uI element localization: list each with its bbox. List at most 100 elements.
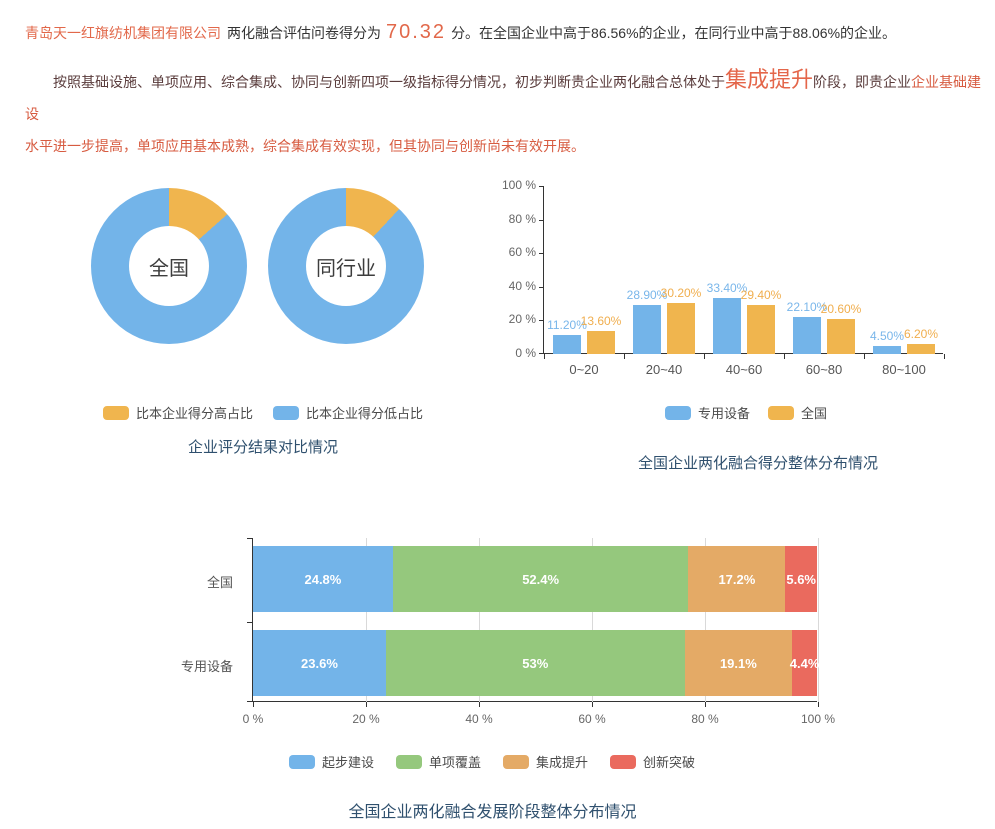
segment-集成提升[interactable]: 17.2% (688, 546, 786, 612)
donut-label-industry: 同行业 (316, 257, 376, 280)
category-label: 20~40 (645, 362, 683, 377)
x-axis-tick (704, 354, 705, 359)
stacked-row-全国: 24.8% 52.4% 17.2% 5.6% (253, 546, 817, 612)
x-axis-tick (784, 354, 785, 359)
bar-专用设备-60~80[interactable] (793, 316, 821, 354)
stage-innovate-swatch (610, 754, 637, 769)
y-axis-tick (539, 353, 544, 354)
x-axis-tick (544, 354, 545, 359)
segment-创新突破[interactable]: 4.4% (789, 630, 820, 696)
stage-integrate-swatch (503, 754, 529, 769)
bar-专用设备-0~20[interactable] (553, 335, 581, 354)
donut-chart-title: 企业评分结果对比情况 (187, 439, 338, 456)
bar-value-label: 22.10% (786, 299, 828, 314)
y-axis-tick-label: 40 % (508, 278, 536, 293)
donut-hole-national: 全国 (129, 226, 209, 306)
category-label: 0~20 (569, 362, 599, 377)
bar-value-label: 11.20% (547, 318, 587, 333)
y-axis-tick (539, 253, 544, 255)
company-name: 青岛天一红旗纺机集团有限公司 (25, 25, 221, 41)
bar-value-label: 28.90% (626, 288, 668, 303)
bar-全国-20~40[interactable] (667, 303, 695, 354)
bar-专用设备-40~60[interactable] (713, 297, 741, 354)
x-axis-tick-label: 80 % (691, 712, 719, 726)
stage-text-orange-1: 企业基础建设 (25, 74, 982, 122)
legend-item-industry-series[interactable]: 专用设备 (664, 403, 750, 422)
stage-text-mid: 阶段，即贵企业 (813, 74, 912, 90)
donut-chart-national: 全国 (91, 188, 247, 344)
bar-全国-80~100[interactable] (907, 343, 935, 354)
lower-share-label: 比本企业得分低占比 (306, 406, 424, 421)
score-summary-paragraph: 青岛天一红旗纺机集团有限公司 两化融合评估问卷得分为 70.32 分。在全国企业中高于… (25, 18, 990, 47)
bar-专用设备-20~40[interactable] (633, 305, 661, 354)
bar-chart-legend: 专用设备 全国 (546, 403, 946, 422)
y-axis-tick (247, 701, 253, 702)
stage-innovate-label: 创新突破 (643, 755, 696, 770)
x-axis-tick-label: 100 % (800, 712, 836, 726)
score-value: 70.32 (386, 21, 447, 43)
legend-item-stage-single[interactable]: 单项覆盖 (395, 752, 481, 771)
stage-text-lead: 按照基础设施、单项应用、综合集成、协同与创新四项一级指标得分情况，初步判断贵企业… (53, 74, 725, 90)
segment-value-label: 52.4% (522, 571, 560, 587)
higher-share-swatch (102, 405, 129, 420)
segment-起步建设[interactable]: 24.8% (253, 546, 393, 612)
segment-value-label: 53% (522, 655, 549, 671)
bar-value-label: 6.20% (903, 326, 939, 341)
bar-chart-title: 全国企业两化融合得分整体分布情况 (637, 455, 878, 472)
stacked-chart-title: 全国企业两化融合发展阶段整体分布情况 (348, 804, 637, 821)
stage-start-swatch (288, 754, 315, 769)
bar-全国-60~80[interactable] (827, 319, 855, 354)
bar-全国-40~60[interactable] (747, 304, 775, 354)
bar-value-label: 13.60% (580, 314, 622, 329)
legend-item-national-series[interactable]: 全国 (768, 403, 827, 422)
y-axis-tick (247, 622, 253, 623)
bar-value-label: 4.50% (869, 329, 905, 344)
y-axis-tick (539, 219, 544, 221)
industry-series-swatch (664, 405, 691, 420)
bar-专用设备-80~100[interactable] (873, 346, 901, 354)
stage-name: 集成提升 (725, 67, 814, 92)
legend-item-lower-share[interactable]: 比本企业得分低占比 (273, 403, 423, 422)
segment-value-label: 24.8% (304, 571, 342, 587)
segment-集成提升[interactable]: 19.1% (684, 630, 793, 696)
y-axis-tick (539, 186, 544, 187)
score-distribution-bar-chart: 0 % 20 % 40 % 60 % 80 % 100 % 0~20 20~40 40~60 60… (502, 178, 945, 377)
row-label-全国: 全国 (206, 575, 233, 590)
segment-单项覆盖[interactable]: 52.4% (392, 546, 689, 612)
grid-line (592, 538, 593, 702)
score-suffix: 分。在全国企业中高于86.56%的企业，在同行业中高于88.06%的企业。 (451, 25, 897, 41)
bar-value-label: 33.40% (706, 280, 748, 295)
y-axis-tick (539, 286, 544, 288)
y-axis-tick-label: 0 % (515, 346, 536, 360)
x-axis-tick (253, 702, 254, 707)
legend-item-stage-innovate[interactable]: 创新突破 (610, 752, 695, 771)
segment-value-label: 4.4% (789, 655, 820, 671)
category-label: 60~80 (805, 362, 843, 377)
x-axis-tick-label: 0 % (242, 712, 264, 726)
segment-value-label: 5.6% (786, 571, 816, 587)
segment-value-label: 19.1% (719, 655, 757, 671)
stage-text-orange-2: 水平进一步提高，单项应用基本成熟，综合集成有效实现，但其协同与创新尚未有效开展。 (25, 138, 585, 154)
bar-全国-0~20[interactable] (587, 331, 615, 354)
x-axis-tick (944, 354, 945, 359)
legend-item-higher-share[interactable]: 比本企业得分高占比 (102, 403, 253, 422)
segment-起步建设[interactable]: 23.6% (253, 630, 386, 696)
stage-single-swatch (395, 754, 422, 769)
x-axis-tick-label: 60 % (578, 712, 606, 726)
segment-创新突破[interactable]: 5.6% (785, 546, 817, 612)
bar-value-label: 30.20% (660, 286, 702, 301)
x-axis-tick (624, 354, 625, 359)
segment-value-label: 23.6% (301, 655, 338, 671)
legend-item-stage-integrate[interactable]: 集成提升 (503, 752, 588, 771)
category-label: 40~60 (725, 362, 763, 377)
x-axis-tick (705, 702, 706, 707)
industry-series-label: 专用设备 (697, 406, 750, 421)
segment-单项覆盖[interactable]: 53% (385, 630, 685, 696)
grid-line (366, 538, 367, 702)
x-axis-tick-label: 20 % (352, 712, 380, 726)
stage-start-label: 起步建设 (321, 755, 374, 770)
category-label: 80~100 (882, 362, 926, 377)
legend-item-stage-start[interactable]: 起步建设 (288, 752, 374, 771)
y-axis-tick (247, 538, 253, 539)
donut-label-national: 全国 (149, 257, 189, 280)
